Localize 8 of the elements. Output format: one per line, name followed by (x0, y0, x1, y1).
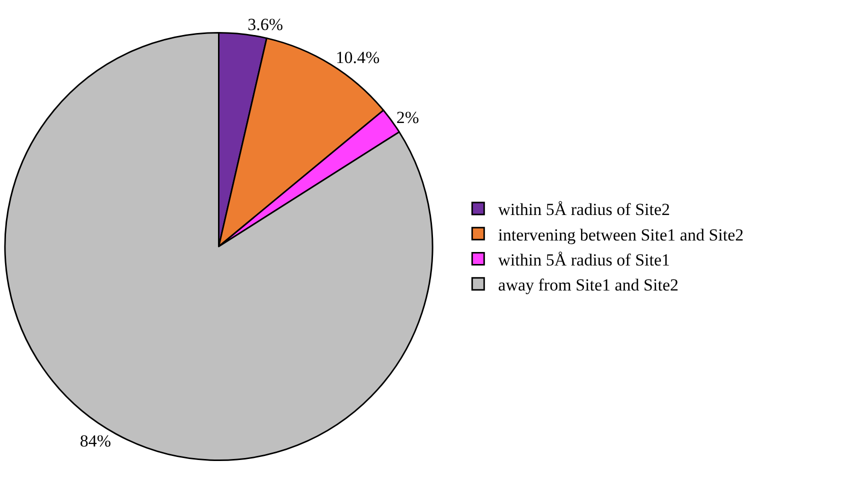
legend-label: away from Site1 and Site2 (498, 275, 679, 294)
data-label: 2% (396, 108, 420, 128)
legend-label: within 5Å radius of Site2 (498, 200, 670, 220)
data-label: 10.4% (336, 48, 380, 68)
legend-label: intervening between Site1 and Site2 (498, 225, 744, 244)
data-label: 3.6% (248, 15, 284, 34)
legend-label: within 5Å radius of Site1 (498, 250, 670, 270)
data-label: 84% (80, 432, 112, 451)
